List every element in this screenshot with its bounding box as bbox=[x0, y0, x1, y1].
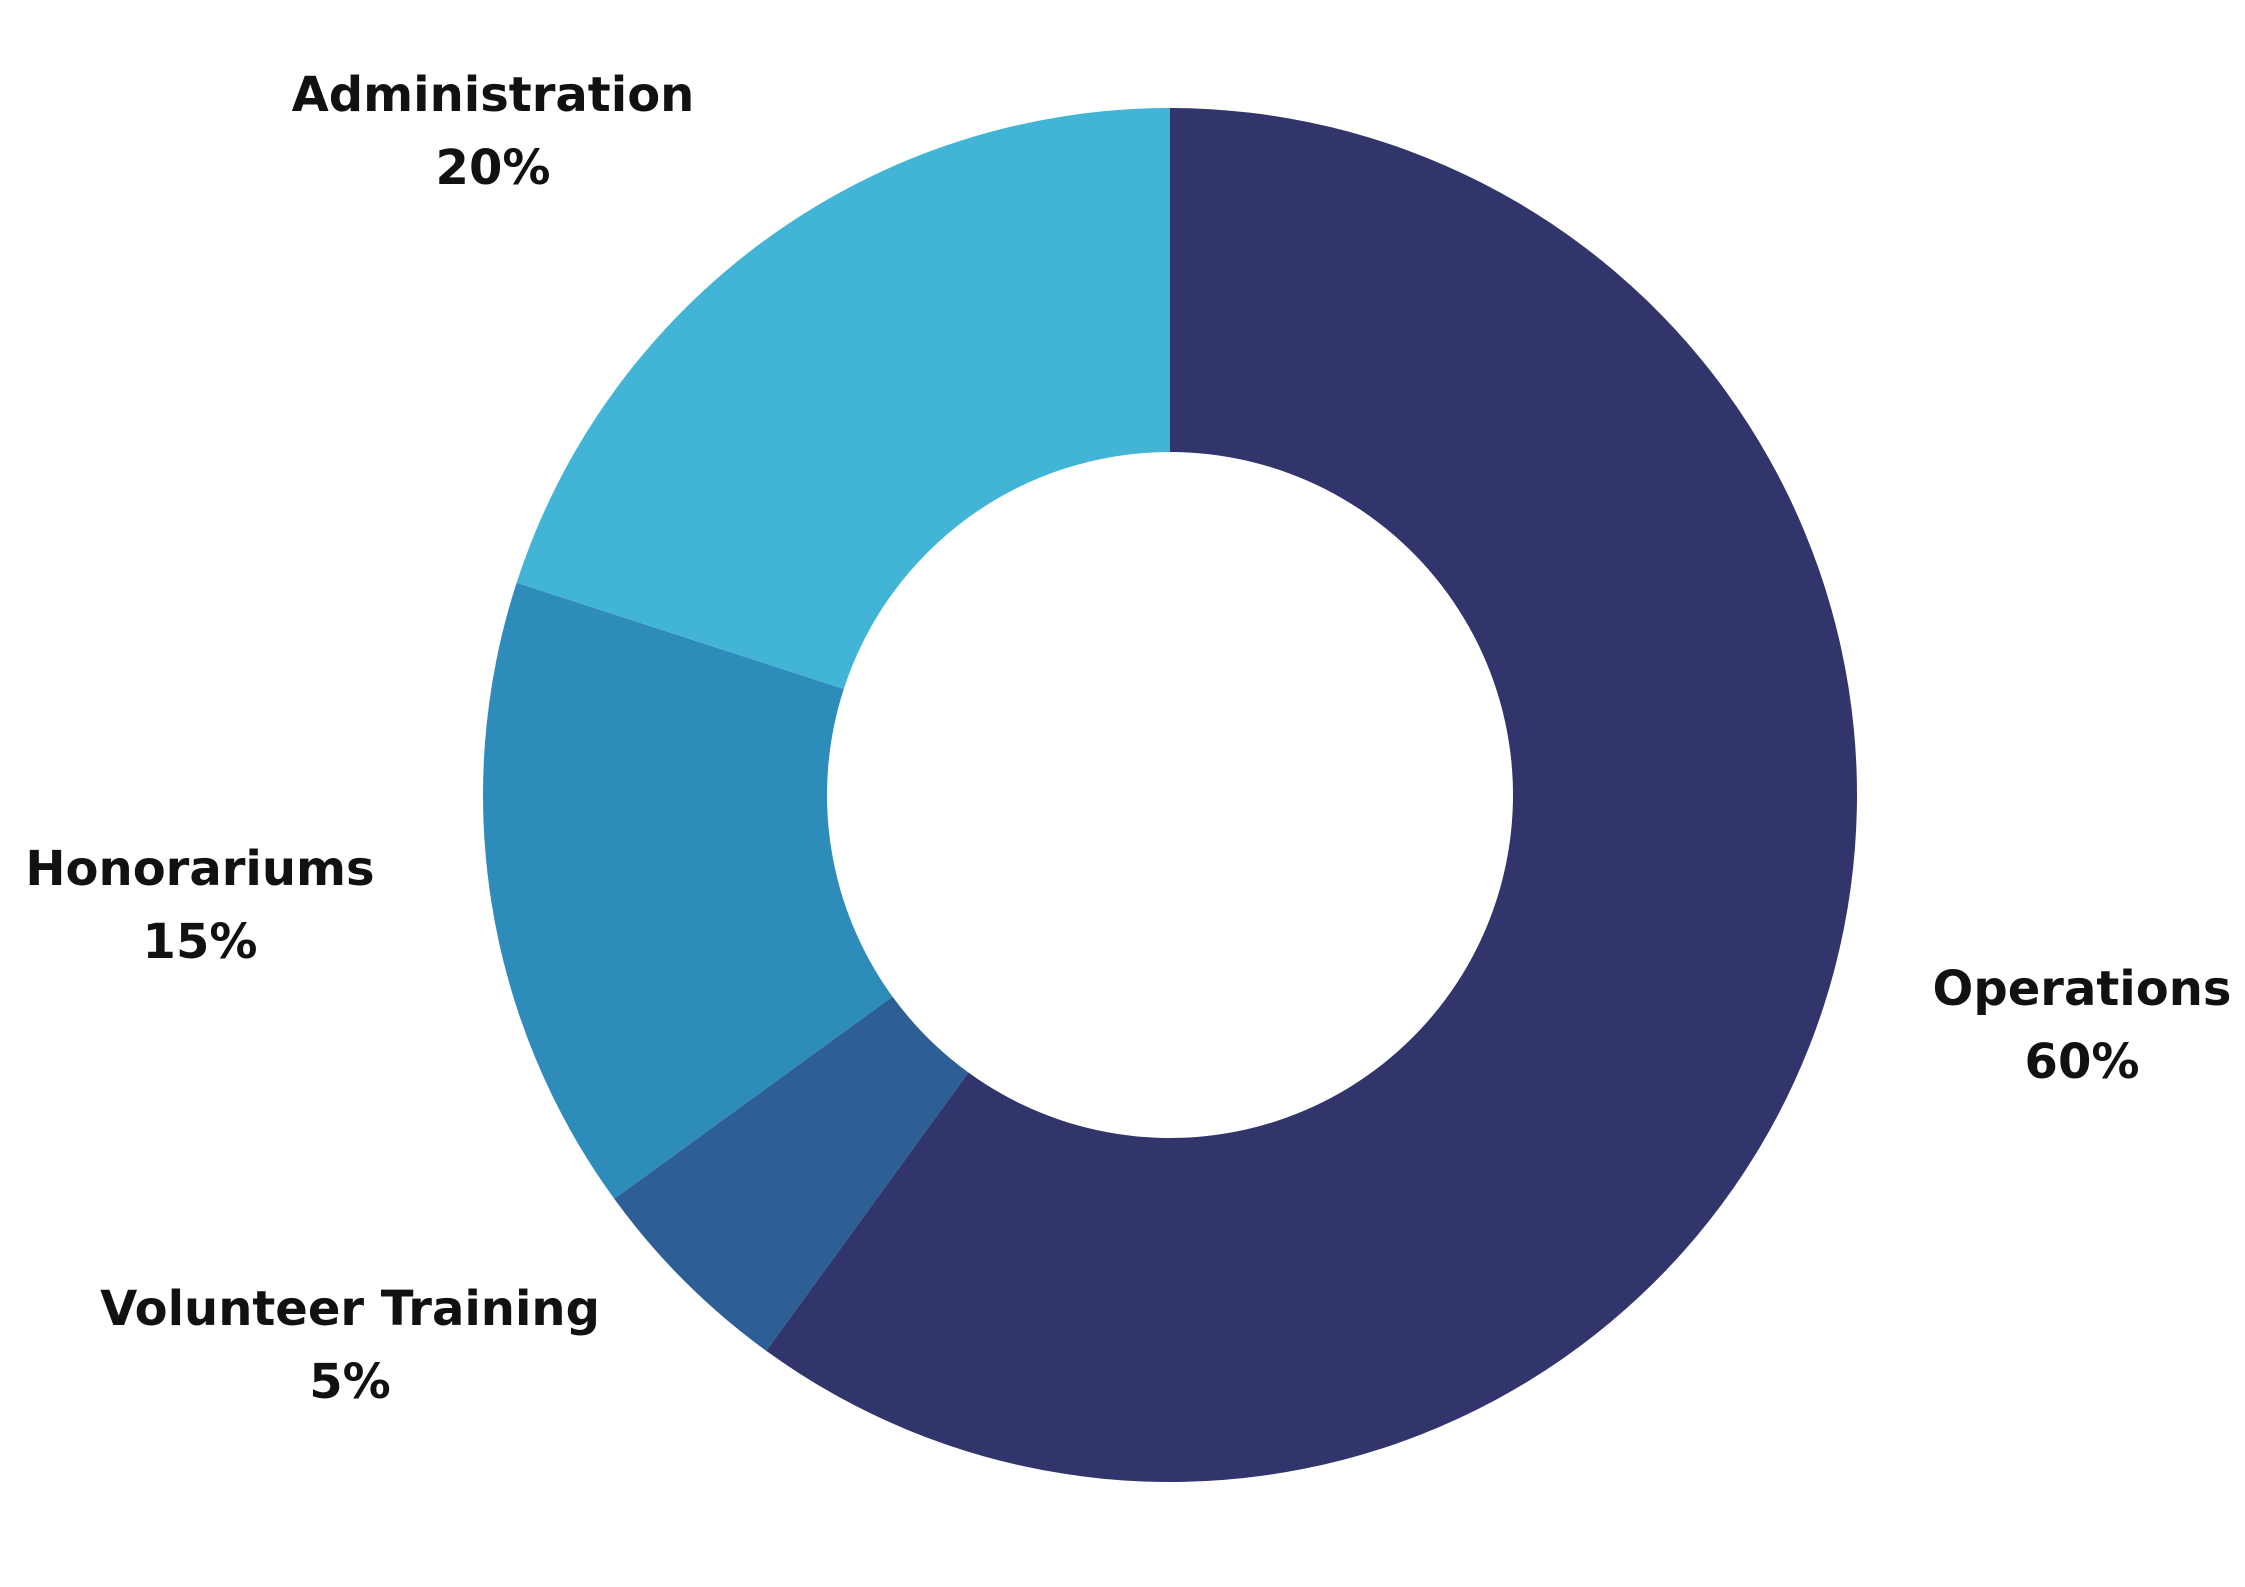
donut-slices bbox=[482, 108, 1857, 1482]
slice-operations bbox=[766, 108, 1857, 1482]
slice-value-volunteer-training: 5% bbox=[309, 1354, 391, 1410]
slice-value-honorariums: 15% bbox=[143, 914, 258, 970]
slice-administration bbox=[516, 108, 1170, 690]
slice-honorariums bbox=[482, 582, 893, 1199]
slice-value-administration: 20% bbox=[436, 140, 551, 196]
slice-label-administration: Administration bbox=[292, 67, 695, 123]
slice-label-operations: Operations bbox=[1933, 961, 2232, 1017]
slice-labels: Operations 60% Volunteer Training 5% Honorar… bbox=[25, 67, 2231, 1410]
slice-label-volunteer-training: Volunteer Training bbox=[100, 1281, 600, 1337]
slice-value-operations: 60% bbox=[2025, 1034, 2140, 1090]
slice-label-honorariums: Honorariums bbox=[25, 841, 374, 897]
slice-volunteer-training bbox=[614, 996, 969, 1351]
